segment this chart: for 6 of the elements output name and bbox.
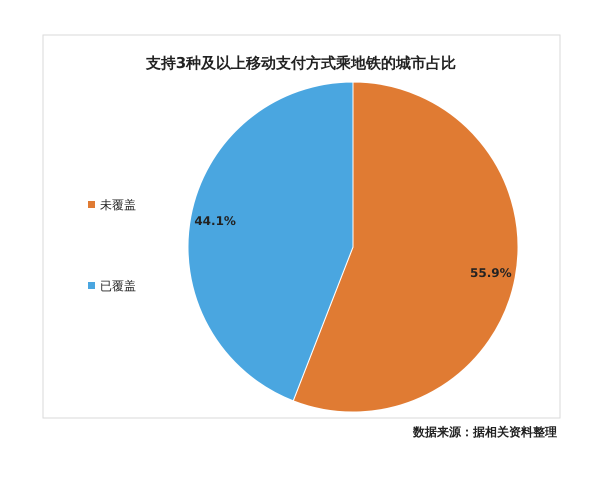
data-label: 44.1% — [194, 214, 236, 228]
data-label: 55.9% — [470, 266, 512, 280]
source-note: 数据来源：据相关资料整理 — [412, 425, 557, 439]
chart-title: 支持3种及以上移动支付方式乘地铁的城市占比 — [144, 54, 456, 72]
legend-label: 已覆盖 — [100, 279, 136, 293]
legend-label: 未覆盖 — [100, 198, 136, 212]
